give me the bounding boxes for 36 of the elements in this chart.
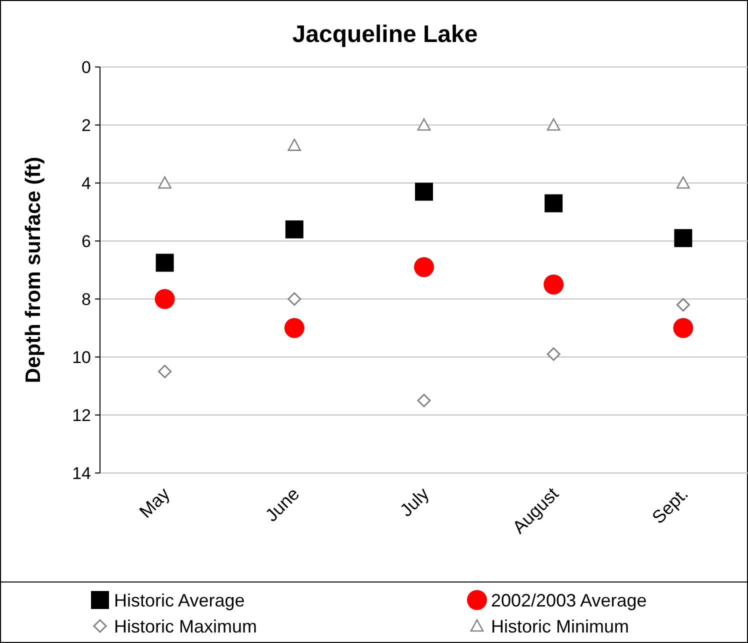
point <box>674 229 692 248</box>
point <box>417 394 431 408</box>
y-tick-label: 0 <box>82 58 91 77</box>
legend-label: Historic Average <box>114 590 245 610</box>
y-tick-label: 10 <box>72 348 91 367</box>
point <box>544 274 564 294</box>
point <box>546 347 560 361</box>
x-tick-label: May <box>135 484 174 522</box>
point <box>158 176 172 189</box>
legend-label: 2002/2003 Average <box>491 590 647 610</box>
point <box>158 364 172 378</box>
point <box>673 318 694 338</box>
point <box>544 194 563 212</box>
y-tick-label: 6 <box>82 232 91 251</box>
point <box>417 118 431 131</box>
chart-title: Jacqueline Lake <box>292 21 478 48</box>
point <box>285 220 304 238</box>
legend-label: Historic Minimum <box>491 616 630 636</box>
point <box>284 318 304 338</box>
point <box>546 118 560 131</box>
y-tick-label: 12 <box>72 406 91 425</box>
point <box>676 176 690 189</box>
y-tick-label: 8 <box>82 290 91 309</box>
legend-label: Historic Maximum <box>114 616 258 636</box>
y-axis-title: Depth from surface (ft) <box>22 156 45 384</box>
x-tick-label: July <box>396 484 433 520</box>
point <box>156 254 174 272</box>
point <box>415 182 433 201</box>
y-tick-label: 2 <box>82 116 91 135</box>
point <box>288 292 302 306</box>
point <box>414 257 434 278</box>
point <box>288 138 302 151</box>
point <box>154 289 175 309</box>
point <box>676 298 690 312</box>
y-tick-label: 14 <box>72 464 91 483</box>
y-tick-label: 4 <box>82 174 91 193</box>
